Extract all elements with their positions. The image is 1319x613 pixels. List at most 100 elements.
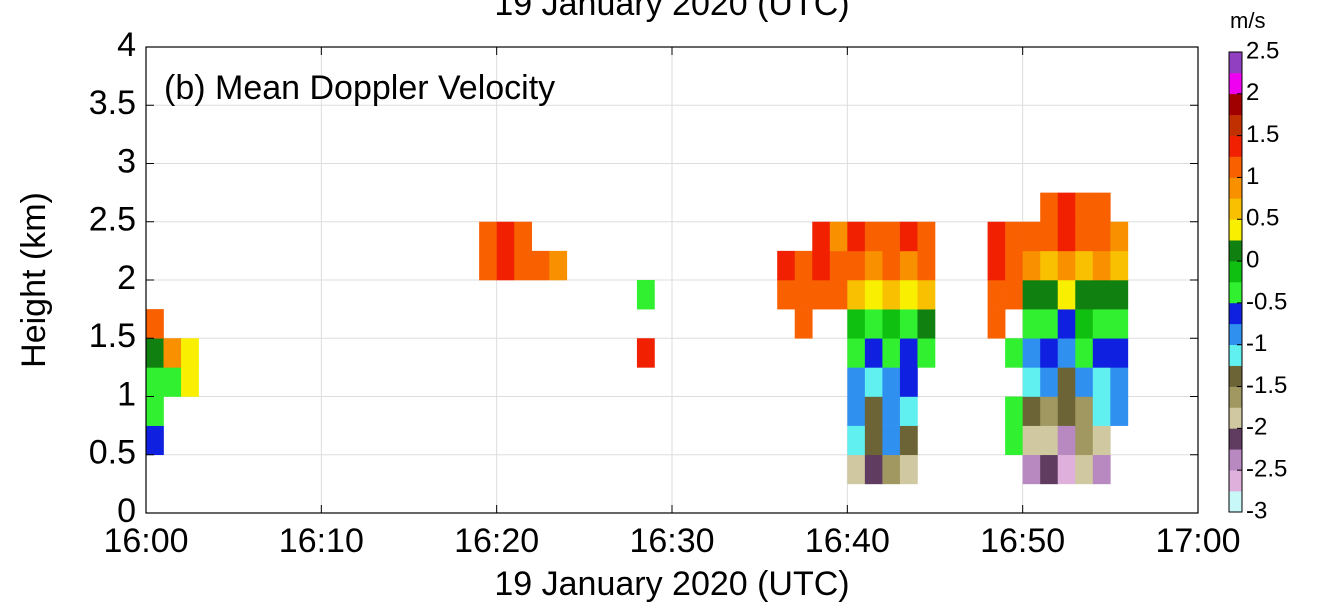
x-tick-label: 16:20 — [454, 522, 539, 560]
velocity-cell — [847, 396, 866, 426]
velocity-cell — [917, 221, 936, 252]
velocity-cell — [1005, 280, 1023, 310]
colorbar-band — [1229, 240, 1242, 262]
velocity-cell — [847, 425, 866, 456]
velocity-cell — [1110, 280, 1129, 310]
x-tick-label: 16:30 — [629, 522, 714, 560]
panel-label: (b) Mean Doppler Velocity — [164, 69, 555, 107]
velocity-cell — [882, 454, 901, 485]
velocity-cell — [1057, 280, 1076, 310]
velocity-cell — [1057, 221, 1076, 252]
velocity-cell — [1092, 250, 1111, 281]
colorbar-tick-label: -3 — [1246, 497, 1267, 524]
velocity-cell — [1040, 221, 1059, 252]
velocity-cell — [1075, 425, 1094, 456]
velocity-cell — [1040, 425, 1059, 456]
velocity-cell — [864, 221, 883, 252]
velocity-cell — [1092, 396, 1111, 426]
velocity-cell — [146, 425, 164, 456]
velocity-cell — [1005, 250, 1023, 281]
velocity-cell — [1040, 280, 1059, 310]
velocity-cell — [181, 367, 199, 397]
x-tick-label: 16:40 — [805, 522, 890, 560]
colorbar-tick-label: 0.5 — [1246, 205, 1279, 232]
colorbar-tick-label: 2.5 — [1246, 37, 1279, 64]
velocity-cell — [1005, 338, 1023, 368]
velocity-cell — [1110, 396, 1129, 426]
velocity-cell — [987, 221, 1006, 252]
velocity-cell — [812, 280, 831, 310]
velocity-cell — [864, 250, 883, 281]
velocity-cell — [1022, 280, 1041, 310]
velocity-cell — [777, 250, 796, 281]
velocity-cell — [531, 250, 550, 281]
velocity-cell — [864, 338, 883, 368]
velocity-cell — [829, 250, 848, 281]
velocity-cell — [882, 396, 901, 426]
velocity-cell — [1092, 425, 1111, 456]
colorbar-tick-label: -2.5 — [1246, 456, 1287, 483]
colorbar-band — [1229, 365, 1242, 387]
velocity-cell — [1057, 250, 1076, 281]
velocity-cell — [549, 250, 568, 281]
velocity-cell — [864, 280, 883, 310]
velocity-cell — [812, 221, 831, 252]
colorbar-band — [1229, 302, 1242, 325]
colorbar-band — [1229, 261, 1242, 283]
velocity-cell — [1075, 192, 1094, 223]
velocity-cell — [1110, 250, 1129, 281]
x-tick-label: 17:00 — [1155, 522, 1240, 560]
velocity-cell — [636, 280, 655, 310]
velocity-cell — [882, 338, 901, 368]
colorbar-tick-label: 1 — [1246, 163, 1259, 190]
velocity-cell — [1057, 309, 1076, 339]
colorbar-band — [1229, 52, 1242, 74]
velocity-cell — [864, 425, 883, 456]
velocity-cell — [1057, 367, 1076, 397]
velocity-cell — [1092, 338, 1111, 368]
velocity-cell — [1022, 367, 1041, 397]
velocity-cell — [899, 338, 918, 368]
velocity-cell — [1057, 454, 1076, 485]
velocity-cell — [882, 280, 901, 310]
velocity-cell — [1110, 367, 1129, 397]
velocity-cell — [864, 367, 883, 397]
velocity-cell — [882, 250, 901, 281]
velocity-cell — [1075, 367, 1094, 397]
velocity-cell — [1092, 367, 1111, 397]
velocity-cell — [847, 250, 866, 281]
velocity-cell — [163, 338, 182, 368]
velocity-cell — [636, 338, 655, 368]
velocity-cell — [899, 250, 918, 281]
velocity-cell — [794, 280, 813, 310]
velocity-cell — [899, 309, 918, 339]
velocity-cell — [1075, 309, 1094, 339]
velocity-cell — [1075, 454, 1094, 485]
velocity-cell — [899, 221, 918, 252]
velocity-cell — [1022, 454, 1041, 485]
velocity-cell — [812, 250, 831, 281]
colorbar-band — [1229, 156, 1242, 178]
velocity-cell — [777, 280, 796, 310]
colorbar-frame — [1228, 51, 1243, 513]
velocity-cell — [163, 367, 182, 397]
y-tick-label: 3.5 — [89, 84, 136, 122]
colorbar-band — [1229, 491, 1242, 513]
colorbar-band — [1229, 135, 1242, 157]
velocity-cell — [917, 280, 936, 310]
velocity-cell — [1092, 221, 1111, 252]
velocity-cell — [181, 338, 199, 368]
x-tick-label: 16:10 — [279, 522, 364, 560]
colorbar-band — [1229, 177, 1242, 199]
colorbar-band — [1229, 282, 1242, 304]
velocity-cell — [1110, 309, 1129, 339]
colorbar-band — [1229, 323, 1242, 346]
velocity-cell — [1022, 396, 1041, 426]
velocity-cell — [1005, 396, 1023, 426]
velocity-cell — [1040, 250, 1059, 281]
velocity-cell — [146, 396, 164, 426]
velocity-cell — [864, 309, 883, 339]
velocity-cell — [899, 396, 918, 426]
velocity-cell — [1022, 221, 1041, 252]
